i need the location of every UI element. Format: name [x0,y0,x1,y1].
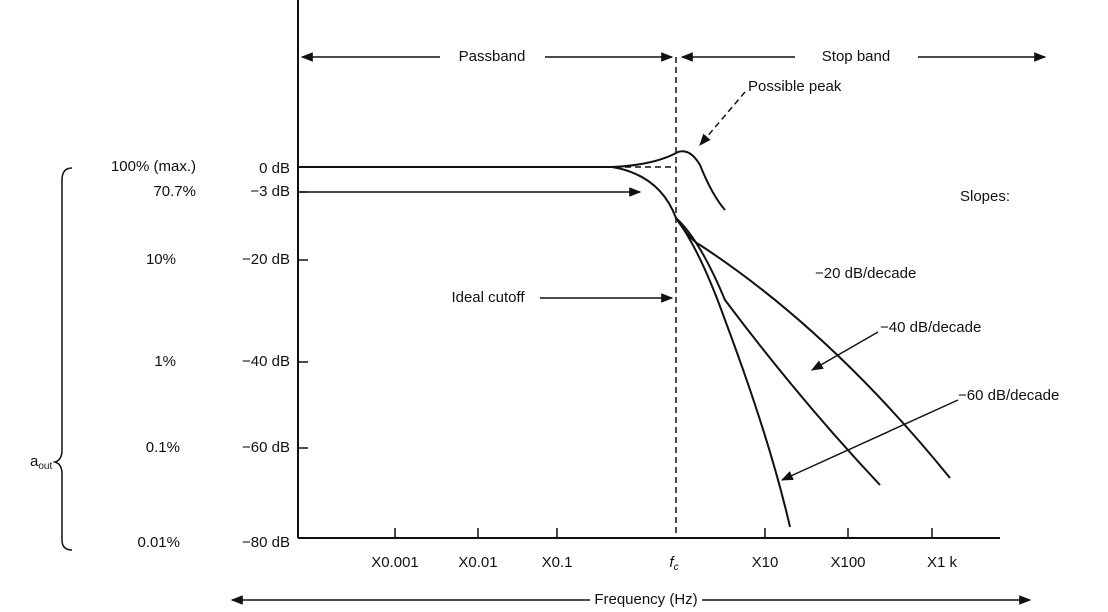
x-tick-label: X100 [830,554,865,571]
slope40-curve [675,217,881,486]
passband-label: Passband [459,48,526,65]
aout-sub: out [38,461,52,472]
ideal-label: Ideal cutoff [451,289,525,306]
brace [52,167,73,551]
percent-label: 10% [146,251,176,268]
db-label: 0 dB [259,160,290,177]
db-label: −3 dB [250,183,290,200]
x-tick-label: X0.1 [542,554,573,571]
slope20-curve [611,166,951,479]
peak-label: Possible peak [748,78,842,95]
x-tick-label: fc [669,554,678,573]
x-axis-title: Frequency (Hz) [594,591,697,608]
slope40-arrow [810,331,879,371]
x-tick-label: X1 k [927,554,958,571]
y-ticks [298,191,308,449]
percent-label: 1% [154,353,176,370]
db-label: −60 dB [242,439,290,456]
slope60-curve [675,217,791,528]
peak-arrow [699,91,746,146]
stopband-label: Stop band [822,48,890,65]
slope-label: −60 dB/decade [958,387,1059,404]
percent-label: 100% (max.) [111,158,196,175]
aout-symbol: a [30,453,39,470]
fc-sub: c [674,562,679,573]
x-tick-label: X0.01 [458,554,497,571]
db-label: −20 dB [242,251,290,268]
percent-label: 0.1% [146,439,180,456]
slope-label: −40 dB/decade [880,319,981,336]
db-label: −80 dB [242,534,290,551]
fc-f: f [669,554,675,571]
peak-curve [298,150,726,211]
x-ticks [394,528,933,538]
aout-label: aout [30,453,52,472]
slope-label: −20 dB/decade [815,265,916,282]
slopes-label: Slopes: [960,188,1010,205]
x-tick-label: X0.001 [371,554,419,571]
percent-label: 0.01% [137,534,180,551]
percent-label: 70.7% [153,183,196,200]
slope60-arrow [780,399,959,481]
x-tick-label: X10 [752,554,779,571]
db-label: −40 dB [242,353,290,370]
